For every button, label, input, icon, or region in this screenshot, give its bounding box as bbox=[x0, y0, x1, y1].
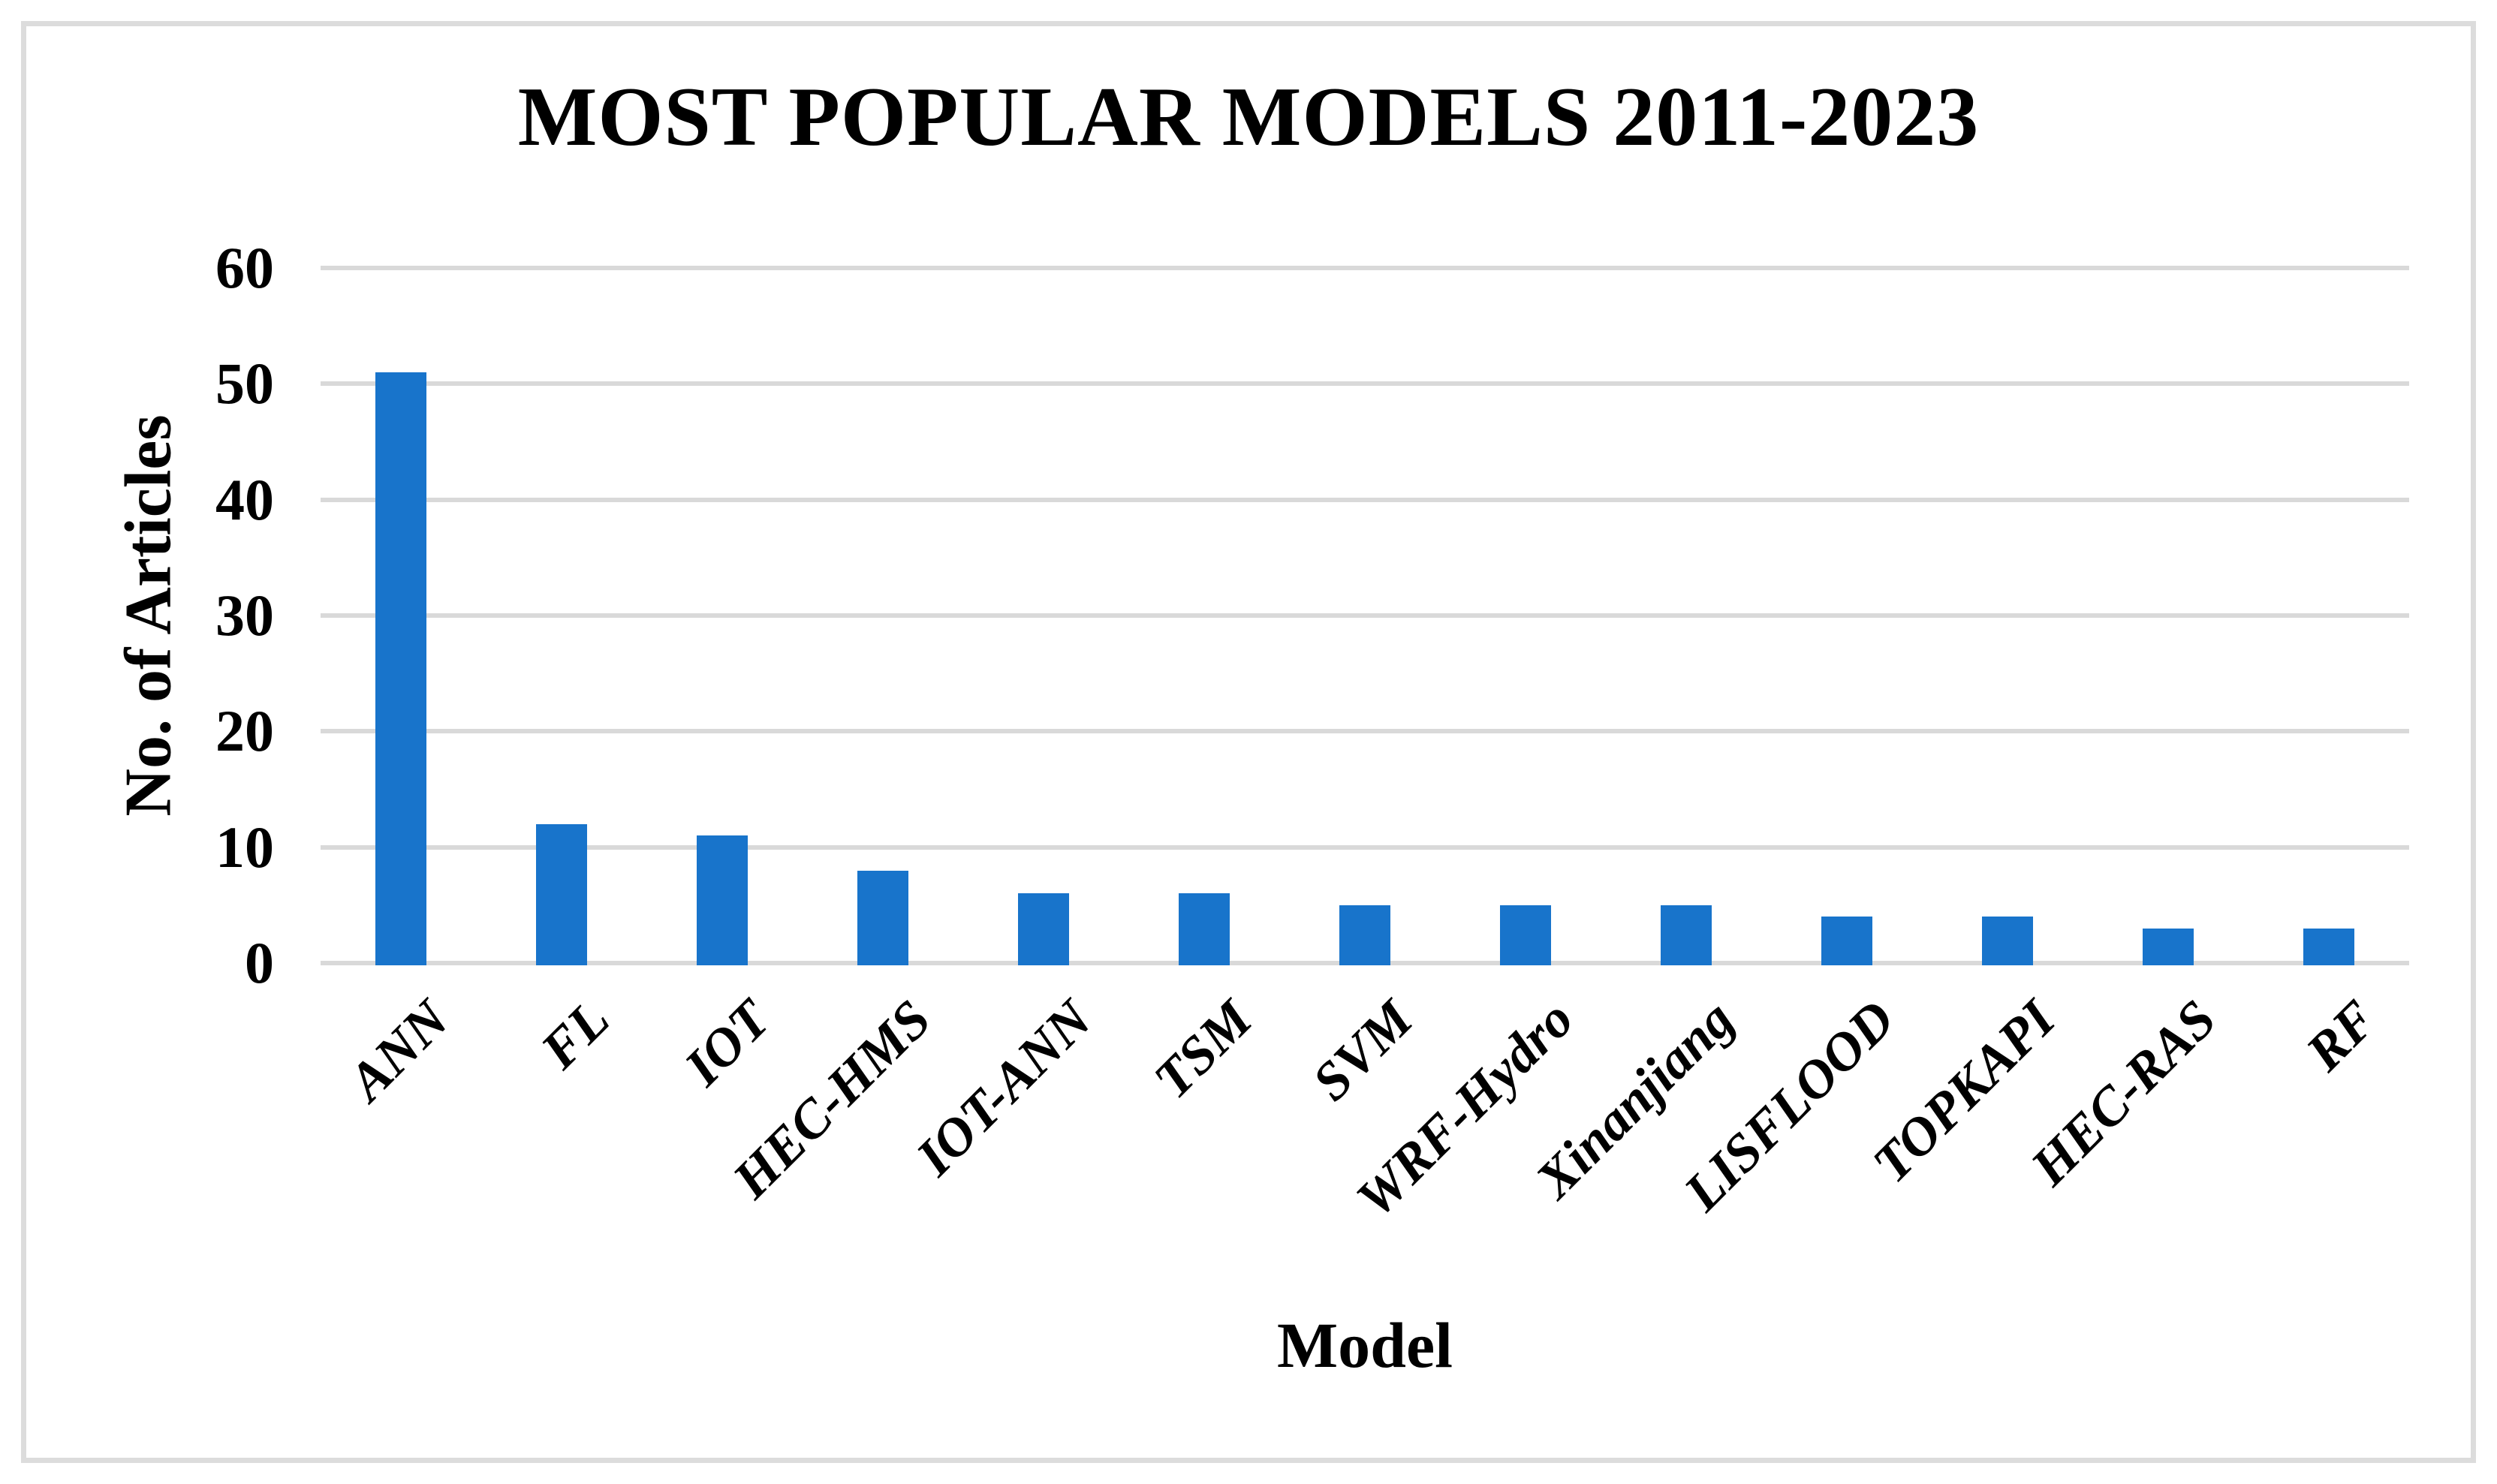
bar-HEC-RAS bbox=[2143, 929, 2194, 965]
gridline-y-40 bbox=[321, 497, 2409, 502]
bar-Xinanjiang bbox=[1661, 905, 1712, 965]
gridline-y-50 bbox=[321, 381, 2409, 387]
bar-HEC-HMS bbox=[857, 871, 908, 965]
y-tick-label-60: 60 bbox=[215, 235, 274, 300]
chart-title: MOST POPULAR MODELS 2011-2023 bbox=[517, 71, 1980, 164]
y-tick-label-30: 30 bbox=[215, 582, 274, 648]
bar-TSM bbox=[1179, 893, 1230, 965]
gridline-y-10 bbox=[321, 844, 2409, 850]
y-tick-label-10: 10 bbox=[215, 814, 274, 880]
bar-FL bbox=[536, 824, 587, 965]
bar-RF bbox=[2303, 929, 2354, 965]
bar-ANN bbox=[375, 372, 426, 965]
bar-IOT-ANN bbox=[1018, 893, 1069, 965]
figure-border-frame bbox=[21, 21, 2476, 1463]
x-axis-title: Model bbox=[1276, 1309, 1453, 1381]
bar-TOPKAPI bbox=[1982, 917, 2033, 965]
bar-SVM bbox=[1339, 905, 1390, 965]
y-tick-label-50: 50 bbox=[215, 351, 274, 417]
bar-LISFLOOD bbox=[1821, 917, 1872, 965]
y-tick-label-40: 40 bbox=[215, 466, 274, 532]
y-tick-label-20: 20 bbox=[215, 698, 274, 764]
gridline-y-20 bbox=[321, 729, 2409, 734]
gridline-y-30 bbox=[321, 613, 2409, 618]
y-tick-label-0: 0 bbox=[245, 930, 274, 995]
bar-WRF-Hydro bbox=[1500, 905, 1551, 965]
gridline-y-60 bbox=[321, 266, 2409, 270]
bar-IOT bbox=[697, 835, 748, 965]
